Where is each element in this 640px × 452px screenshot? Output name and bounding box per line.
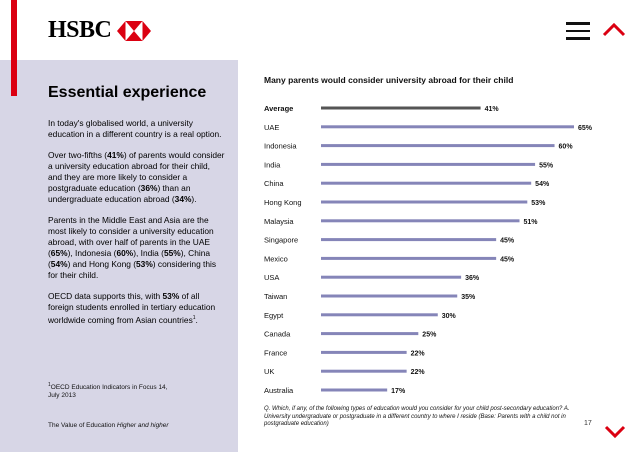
sidebar-body: In today's globalised world, a universit… (48, 118, 226, 336)
category-label: Taiwan (264, 292, 287, 301)
category-label: Average (264, 104, 293, 113)
page-number: 17 (584, 420, 592, 427)
category-label: Canada (264, 330, 291, 339)
category-label: Egypt (264, 311, 284, 320)
value-label: 60% (559, 144, 574, 151)
value-label: 36% (465, 275, 480, 282)
category-label: Hong Kong (264, 198, 302, 207)
bar (321, 313, 438, 317)
bar (321, 294, 458, 298)
value-label: 41% (485, 106, 500, 113)
hamburger-menu-icon[interactable] (566, 22, 590, 40)
value-label: 17% (391, 388, 406, 395)
value-label: 55% (539, 162, 554, 169)
category-label: UK (264, 367, 274, 376)
bar (321, 144, 555, 148)
category-label: Indonesia (264, 142, 297, 151)
paragraph-middle-east-asia: Parents in the Middle East and Asia are … (48, 215, 217, 280)
value-label: 30% (442, 313, 457, 320)
bar (321, 369, 407, 373)
sidebar-panel (0, 0, 238, 452)
paragraph-two-fifths: Over two-fifths (41%) of parents would c… (48, 150, 225, 204)
bar (321, 388, 388, 392)
value-label: 45% (500, 256, 515, 263)
chart-footnote: Q. Which, if any, of the following types… (264, 406, 570, 427)
value-label: 45% (500, 238, 515, 245)
category-label: USA (264, 273, 279, 282)
bar (321, 181, 532, 185)
paragraph-oecd: OECD data supports this, with 53% of all… (48, 291, 216, 325)
bar (321, 275, 462, 279)
category-label: Malaysia (264, 217, 294, 226)
value-label: 22% (411, 350, 426, 357)
category-label: France (264, 348, 287, 357)
bar (321, 256, 497, 260)
bar (321, 162, 536, 166)
accent-bar (11, 0, 17, 96)
paragraph-intro: In today's globalised world, a universit… (48, 118, 222, 139)
value-label: 35% (461, 294, 476, 301)
bar (321, 219, 520, 223)
bar (321, 106, 481, 110)
value-label: 54% (535, 181, 550, 188)
category-label: China (264, 179, 284, 188)
category-label: India (264, 160, 281, 169)
logo-text: HSBC (48, 17, 112, 43)
value-label: 65% (578, 125, 593, 132)
hsbc-logo[interactable]: HSBC (48, 17, 152, 44)
value-label: 53% (531, 200, 546, 207)
chevron-down-icon[interactable] (604, 424, 626, 440)
category-label: Singapore (264, 236, 298, 245)
document-footer: The Value of Education Higher and higher (48, 422, 169, 429)
chart-title: Many parents would consider university a… (264, 75, 514, 85)
bar (321, 350, 407, 354)
chevron-up-icon[interactable] (602, 20, 626, 40)
value-label: 51% (524, 219, 539, 226)
sidebar-footnote: 1OECD Education Indicators in Focus 14, … (48, 382, 168, 400)
bar (321, 200, 528, 204)
section-title: Essential experience (48, 84, 207, 101)
category-label: Australia (264, 386, 294, 395)
bar (321, 332, 419, 336)
hexagon-logo-icon (117, 20, 152, 41)
category-label: Mexico (264, 254, 288, 263)
bar (321, 125, 574, 129)
value-label: 22% (411, 369, 426, 376)
category-label: UAE (264, 123, 279, 132)
value-label: 25% (422, 332, 437, 339)
bar (321, 238, 497, 242)
bar-chart: Average 41% UAE 65% Indonesia 60% India 55% Chin… (264, 104, 593, 395)
